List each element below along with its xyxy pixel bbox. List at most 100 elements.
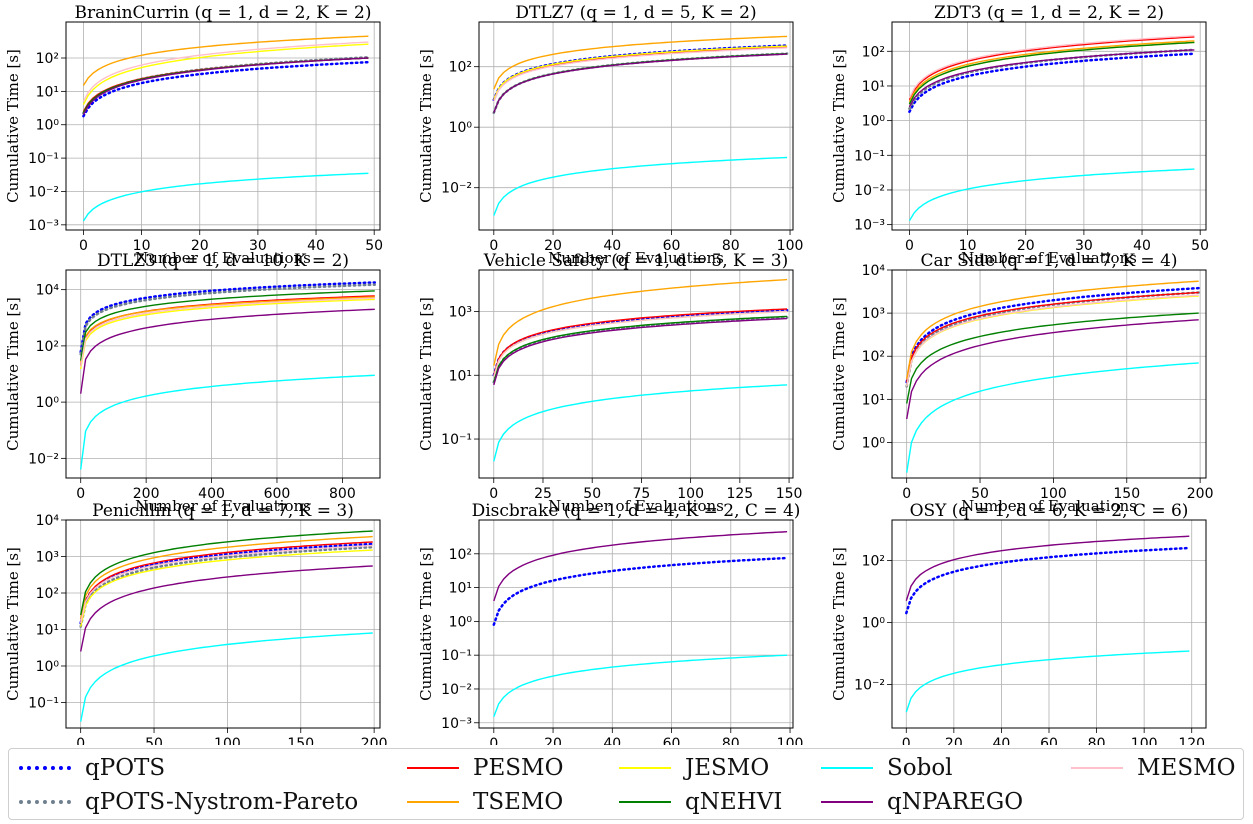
series-line-mesmo xyxy=(908,35,1195,99)
legend-label: Sobol xyxy=(887,755,953,781)
y-tick-label: 10⁻² xyxy=(441,682,472,698)
x-tick-label: 125 xyxy=(726,486,753,502)
x-tick-label: 100 xyxy=(677,486,704,502)
series-group xyxy=(492,531,789,718)
y-axis-label: Cumulative Time [s] xyxy=(417,547,435,701)
series-line-tsemo xyxy=(908,40,1195,103)
x-tick-label: 40 xyxy=(993,736,1011,745)
y-tick-label: 10⁴ xyxy=(36,283,60,299)
legend-item-qpots-nystrom: qPOTS-Nystrom-Pareto xyxy=(19,787,358,817)
series-line-qnparego xyxy=(905,535,1190,602)
legend-label: PESMO xyxy=(473,755,564,781)
x-tick-label: 20 xyxy=(544,736,562,745)
series-line-qnparego xyxy=(908,49,1195,108)
y-tick-label: 10⁻³ xyxy=(441,716,472,732)
y-axis-label: Cumulative Time [s] xyxy=(830,49,848,203)
series-line-mesmo xyxy=(80,544,373,624)
legend-item-qnparego: qNPAREGO xyxy=(821,787,1023,817)
series-line-qpots xyxy=(82,60,370,118)
series-line-qpots xyxy=(79,542,374,625)
y-axis-label: Cumulative Time [s] xyxy=(417,297,435,451)
series-line-qpots xyxy=(492,308,789,377)
legend-swatch xyxy=(1071,767,1123,769)
subplot-1: 0 10 20 30 40 50 10⁻³ 10⁻² 10⁻¹ 10⁰ 10¹ 10² BraninCu… xyxy=(4,3,383,267)
subplot-3: 0 10 20 30 40 50 10⁻³ 10⁻² 10⁻¹ 10⁰ 10¹ 10² ZDT3 (q … xyxy=(830,3,1209,267)
series-line-sobol xyxy=(905,650,1190,713)
y-tick-label: 10⁻¹ xyxy=(28,695,59,711)
x-tick-label: 40 xyxy=(603,736,621,745)
series-line-sobol xyxy=(493,156,788,216)
x-axis-label: Number of Evaluations xyxy=(548,249,724,267)
x-tick-label: 0 xyxy=(905,238,914,254)
y-tick-label: 10⁰ xyxy=(862,615,886,631)
plot-frame xyxy=(891,21,1207,231)
series-group xyxy=(905,280,1200,473)
y-tick-label: 10⁻³ xyxy=(854,218,885,234)
y-tick-label: 10² xyxy=(36,51,59,67)
subplot-title: DTLZ3 (q = 1, d = 10, K = 2) xyxy=(97,251,349,271)
series-line-jesmo xyxy=(493,45,788,101)
x-tick-label: 100 xyxy=(1040,486,1067,502)
y-tick-label: 10⁰ xyxy=(862,114,886,130)
x-axis-label: Number of Evaluations xyxy=(548,497,724,515)
series-line-qpots xyxy=(492,556,789,626)
x-tick-label: 80 xyxy=(722,238,740,254)
y-tick-label: 10⁻¹ xyxy=(28,151,59,167)
y-axis-label: Cumulative Time [s] xyxy=(4,297,22,451)
x-tick-label: 400 xyxy=(198,486,225,502)
legend-label: qPOTS xyxy=(85,755,166,781)
series-line-sobol xyxy=(908,168,1195,222)
x-tick-label: 0 xyxy=(489,736,498,745)
y-tick-label: 10² xyxy=(862,553,885,569)
series-line-jesmo xyxy=(80,549,373,627)
x-tick-label: 20 xyxy=(191,238,209,254)
legend-label: JESMO xyxy=(685,755,770,781)
legend-item-qpots: qPOTS xyxy=(19,753,165,783)
series-line-jesmo xyxy=(80,298,375,370)
y-tick-label: 10⁻² xyxy=(854,678,885,694)
y-tick-label: 10⁻³ xyxy=(28,218,59,234)
series-line-tsemo xyxy=(906,280,1199,379)
series-line-sobol xyxy=(82,172,369,222)
subplot-title: OSY (q = 1, d = 6, K = 2, C = 6) xyxy=(910,501,1189,521)
subplot-8: 0 20 40 60 80 100 10⁻³ 10⁻² 10⁻¹ 10⁰ 10¹ 10² Discbra… xyxy=(417,501,803,745)
series-line-qnehvi xyxy=(80,530,373,616)
x-tick-label: 50 xyxy=(145,736,163,745)
x-tick-label: 10 xyxy=(959,238,977,254)
x-tick-label: 75 xyxy=(632,486,650,502)
y-tick-label: 10³ xyxy=(36,549,59,565)
legend-label: qNEHVI xyxy=(685,789,783,815)
subplot-title: ZDT3 (q = 1, d = 2, K = 2) xyxy=(934,3,1164,23)
x-tick-label: 80 xyxy=(1088,736,1106,745)
subplot-4: 0 200 400 600 800 10⁻² 10⁰ 10² 10⁴ DTLZ3 (q = 1, … xyxy=(4,251,381,515)
series-line-qnehvi xyxy=(80,290,375,361)
series-line-qpots xyxy=(905,286,1200,384)
y-axis-label: Cumulative Time [s] xyxy=(4,547,22,701)
x-tick-label: 40 xyxy=(307,238,325,254)
subplot-title: Penicillin (q = 1, d = 7, K = 3) xyxy=(92,501,354,521)
x-tick-label: 100 xyxy=(777,238,804,254)
subplot-title: DTLZ7 (q = 1, d = 5, K = 2) xyxy=(515,3,756,23)
y-tick-label: 10¹ xyxy=(862,79,885,95)
x-axis-label: Number of Evaluations xyxy=(135,497,311,515)
series-line-tsemo xyxy=(493,278,788,366)
x-tick-label: 150 xyxy=(1113,486,1140,502)
legend-item-tsemo: TSEMO xyxy=(407,787,563,817)
x-axis-label: Number of Evaluations xyxy=(961,497,1137,515)
y-tick-label: 10⁰ xyxy=(449,120,473,136)
legend-label: qNPAREGO xyxy=(887,789,1024,815)
x-tick-label: 0 xyxy=(489,486,498,502)
y-tick-label: 10⁻² xyxy=(28,451,59,467)
x-tick-label: 50 xyxy=(583,486,601,502)
subplot-6: 0 50 100 150 200 10⁰ 10¹ 10² 10³ 10⁴ Car Side (q =… xyxy=(830,251,1213,515)
series-line-qnehvi xyxy=(908,41,1195,105)
y-tick-label: 10¹ xyxy=(36,622,59,638)
subplot-title: BraninCurrin (q = 1, d = 2, K = 2) xyxy=(74,3,371,23)
y-tick-label: 10⁰ xyxy=(36,659,60,675)
x-tick-label: 80 xyxy=(722,736,740,745)
x-tick-label: 60 xyxy=(663,736,681,745)
y-tick-label: 10⁰ xyxy=(862,435,886,451)
series-group xyxy=(908,35,1196,222)
x-tick-label: 50 xyxy=(365,238,383,254)
series-line-qpots-nystrom-pareto xyxy=(79,545,374,628)
